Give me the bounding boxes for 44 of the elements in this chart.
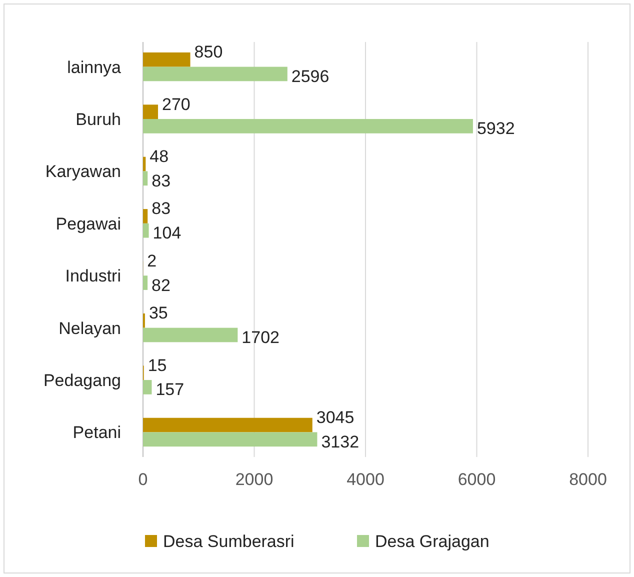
data-label: 5932 <box>476 119 515 138</box>
data-label: 83 <box>152 171 171 190</box>
data-label: 2596 <box>291 66 330 86</box>
data-label: 82 <box>152 276 170 295</box>
data-label: 83 <box>152 199 171 218</box>
bar <box>143 118 473 134</box>
y-tick-label: Pedagang <box>43 371 121 390</box>
bar <box>143 276 148 290</box>
x-tick-label: 2000 <box>235 470 274 489</box>
data-label: 35 <box>148 304 168 323</box>
y-tick-label: Buruh <box>76 110 121 129</box>
bar <box>143 380 152 394</box>
x-tick-label: 8000 <box>569 470 607 489</box>
bar <box>143 432 318 447</box>
data-label: 1702 <box>242 328 280 347</box>
y-tick-label: Petani <box>72 423 121 442</box>
x-tick-label: 6000 <box>458 470 496 489</box>
legend-label: Desa Grajagan <box>375 532 490 551</box>
data-label: 48 <box>150 147 169 166</box>
y-tick-label: Industri <box>65 266 121 286</box>
x-tick-label: 4000 <box>346 470 384 489</box>
data-label: 15 <box>148 356 167 375</box>
data-label: 3132 <box>321 432 360 452</box>
bar <box>143 328 238 342</box>
data-label: 270 <box>162 94 190 114</box>
bar <box>143 52 190 67</box>
bar <box>143 156 146 172</box>
bar <box>143 171 148 186</box>
data-label: 3045 <box>316 408 354 428</box>
y-tick-label: lainnya <box>67 58 122 77</box>
y-tick-label: Karyawan <box>45 162 121 182</box>
data-label: 2 <box>147 251 157 270</box>
legend-label: Desa Sumberasri <box>163 532 294 551</box>
y-tick-label: Nelayan <box>58 318 121 338</box>
bar <box>143 66 288 82</box>
bar <box>143 104 158 119</box>
bar <box>143 223 149 238</box>
data-label: 157 <box>156 380 184 400</box>
y-tick-label: Pegawai <box>56 214 121 234</box>
data-label: 104 <box>152 224 182 243</box>
data-label: 850 <box>194 42 223 62</box>
bar <box>143 209 148 224</box>
bar <box>143 418 312 432</box>
x-tick-label: 0 <box>138 470 148 489</box>
